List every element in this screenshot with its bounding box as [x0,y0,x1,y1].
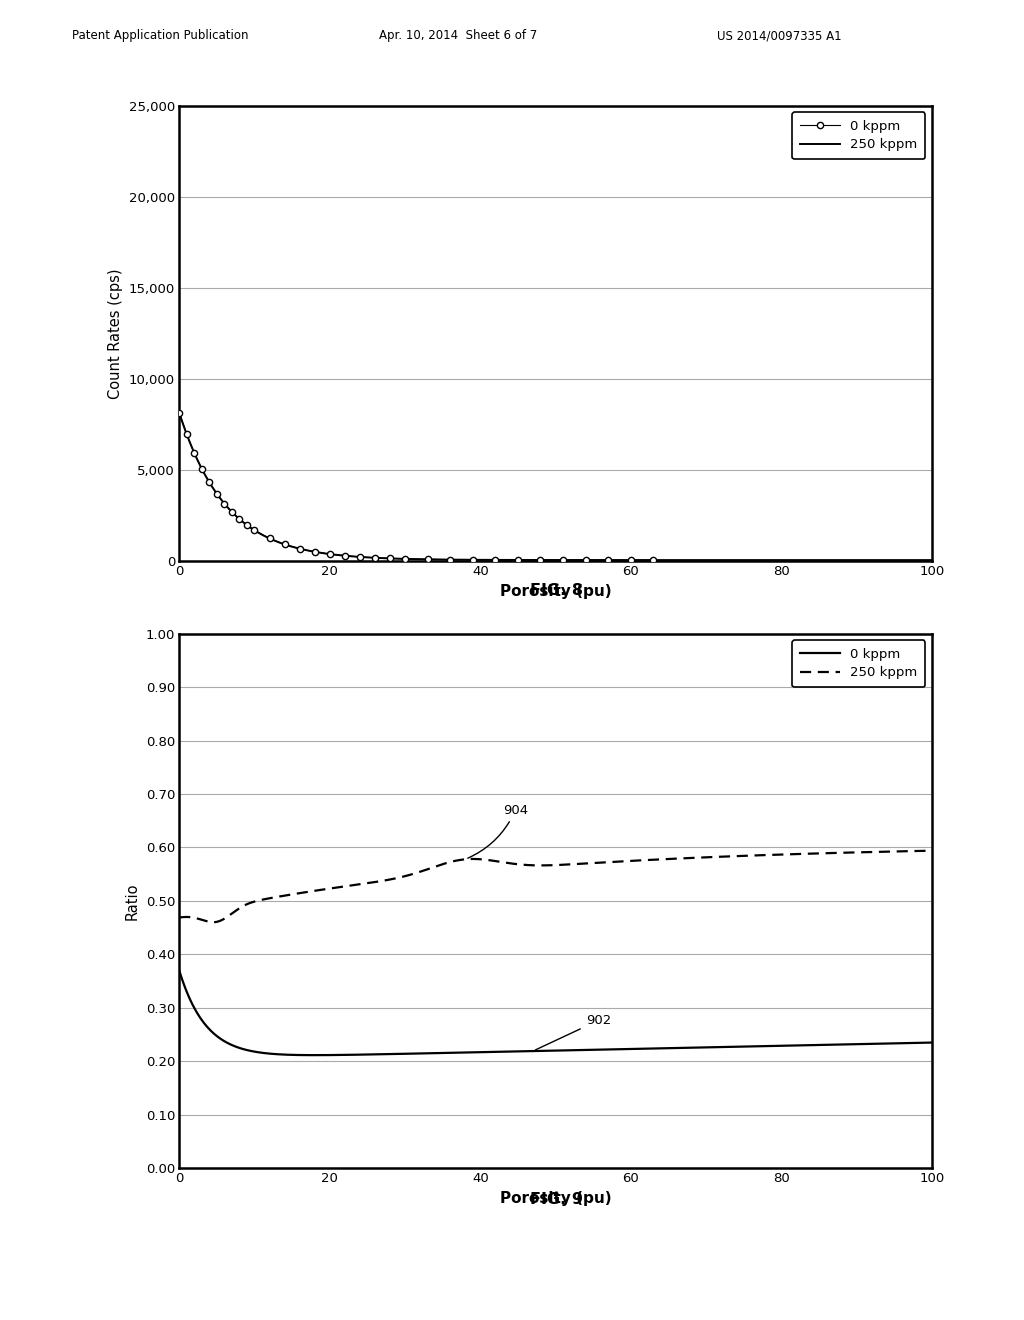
Y-axis label: Count Rates (cps): Count Rates (cps) [109,268,123,399]
Text: FIG. 8: FIG. 8 [529,583,583,598]
Text: FIG. 9: FIG. 9 [529,1192,583,1206]
Legend: 0 kppm, 250 kppm: 0 kppm, 250 kppm [792,640,926,688]
X-axis label: Porosity (pu): Porosity (pu) [500,1191,611,1206]
X-axis label: Porosity (pu): Porosity (pu) [500,583,611,599]
Text: US 2014/0097335 A1: US 2014/0097335 A1 [717,29,842,42]
Text: 904: 904 [468,804,528,858]
Text: Patent Application Publication: Patent Application Publication [72,29,248,42]
Legend: 0 kppm, 250 kppm: 0 kppm, 250 kppm [792,112,926,160]
Text: 902: 902 [536,1014,611,1049]
Y-axis label: Ratio: Ratio [125,882,140,920]
Text: Apr. 10, 2014  Sheet 6 of 7: Apr. 10, 2014 Sheet 6 of 7 [379,29,538,42]
